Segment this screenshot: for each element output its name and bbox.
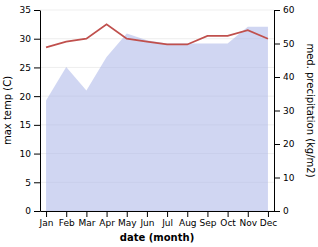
tick-mark bbox=[274, 77, 280, 78]
grid-line bbox=[40, 10, 274, 11]
axis-line bbox=[41, 211, 275, 212]
tick-mark bbox=[248, 211, 249, 217]
tick-label: 0 bbox=[283, 206, 289, 216]
tick-label: Nov bbox=[239, 218, 257, 228]
tick: 5 bbox=[25, 178, 40, 188]
axis-line bbox=[40, 11, 41, 212]
tick: 0 bbox=[274, 206, 289, 216]
tick-mark bbox=[34, 182, 40, 183]
tick: Jun bbox=[139, 211, 154, 228]
tick: 50 bbox=[274, 39, 295, 49]
tick: May bbox=[118, 211, 137, 228]
tick: Feb bbox=[59, 211, 75, 228]
tick-mark bbox=[34, 39, 40, 40]
tick-label: Feb bbox=[59, 218, 75, 228]
x-axis: Jan FebMar AprMayJun Jul AugSep OctNovDec bbox=[39, 211, 278, 228]
tick-label: 30 bbox=[20, 34, 32, 44]
tick: Jul bbox=[161, 211, 173, 228]
tick: Dec bbox=[260, 211, 277, 228]
tick: 20 bbox=[20, 92, 40, 102]
tick: 40 bbox=[274, 72, 295, 82]
tick-mark bbox=[167, 211, 168, 217]
tick: Sep bbox=[199, 211, 216, 228]
tick-mark bbox=[147, 211, 148, 217]
tick-mark bbox=[107, 211, 108, 217]
tick-mark bbox=[66, 211, 67, 217]
tick: 30 bbox=[20, 34, 40, 44]
tick-mark bbox=[34, 96, 40, 97]
tick-mark bbox=[86, 211, 87, 217]
tick-mark bbox=[274, 44, 280, 45]
tick: 10 bbox=[274, 173, 295, 183]
x-axis-title: date (month) bbox=[120, 232, 194, 243]
tick: 15 bbox=[20, 120, 40, 130]
tick-label: 25 bbox=[20, 63, 31, 73]
chart: Jan FebMar AprMayJun Jul AugSep OctNovDec 0 5 10… bbox=[0, 0, 318, 247]
tick: Apr bbox=[99, 211, 115, 228]
tick-label: Sep bbox=[199, 218, 216, 228]
tick-label: 5 bbox=[25, 178, 31, 188]
y2-axis: 0 10 20 30 40 50 60 bbox=[274, 5, 295, 216]
tick-mark bbox=[274, 178, 280, 179]
tick-mark bbox=[34, 211, 40, 212]
plot-area bbox=[46, 24, 268, 211]
tick-label: 10 bbox=[20, 149, 32, 159]
tick-label: 20 bbox=[283, 139, 295, 149]
tick: 10 bbox=[20, 149, 40, 159]
tick-mark bbox=[268, 211, 269, 217]
tick-label: 30 bbox=[283, 106, 295, 116]
tick-label: 60 bbox=[283, 5, 295, 15]
tick-label: May bbox=[118, 218, 137, 228]
tick-mark bbox=[34, 125, 40, 126]
tick-label: 0 bbox=[25, 206, 31, 216]
tick-mark bbox=[274, 144, 280, 145]
tick-label: 10 bbox=[283, 173, 295, 183]
grid bbox=[40, 10, 274, 211]
tick-label: Jan bbox=[39, 218, 54, 228]
tick-label: 35 bbox=[20, 5, 31, 15]
tick-label: 15 bbox=[20, 120, 31, 130]
tick: 30 bbox=[274, 106, 295, 116]
tick-mark bbox=[34, 67, 40, 68]
tick-mark bbox=[34, 10, 40, 11]
tick-label: Oct bbox=[220, 218, 236, 228]
tick: Nov bbox=[239, 211, 257, 228]
tick-label: Jun bbox=[139, 218, 154, 228]
tick-label: 40 bbox=[283, 72, 295, 82]
tick: Jan bbox=[39, 211, 54, 228]
tick-mark bbox=[274, 211, 280, 212]
tick-label: 50 bbox=[283, 39, 295, 49]
tick: 25 bbox=[20, 63, 40, 73]
tick-mark bbox=[187, 211, 188, 217]
tick-label: Mar bbox=[78, 218, 95, 228]
y2-axis-title: med. precipitation (kg/m2) bbox=[305, 43, 316, 177]
tick-mark bbox=[127, 211, 128, 217]
area bbox=[46, 27, 268, 211]
tick-mark bbox=[228, 211, 229, 217]
tick-label: Dec bbox=[260, 218, 277, 228]
tick-mark bbox=[34, 154, 40, 155]
tick-label: 20 bbox=[20, 92, 32, 102]
tick: Oct bbox=[220, 211, 236, 228]
y-axis: 0 5 10 15 20 25 30 35 bbox=[20, 5, 41, 216]
tick-mark bbox=[207, 211, 208, 217]
tick-mark bbox=[46, 211, 47, 217]
tick-label: Jul bbox=[161, 218, 173, 228]
tick-mark bbox=[274, 10, 280, 11]
tick: 60 bbox=[274, 5, 295, 15]
tick: 35 bbox=[20, 5, 40, 15]
tick-label: Apr bbox=[99, 218, 115, 228]
tick: Aug bbox=[179, 211, 197, 228]
y-axis-title: max temp (C) bbox=[2, 76, 13, 145]
line bbox=[46, 24, 268, 47]
tick: 0 bbox=[25, 206, 40, 216]
tick-label: Aug bbox=[179, 218, 197, 228]
tick: Mar bbox=[78, 211, 95, 228]
tick-mark bbox=[274, 111, 280, 112]
tick: 20 bbox=[274, 139, 295, 149]
